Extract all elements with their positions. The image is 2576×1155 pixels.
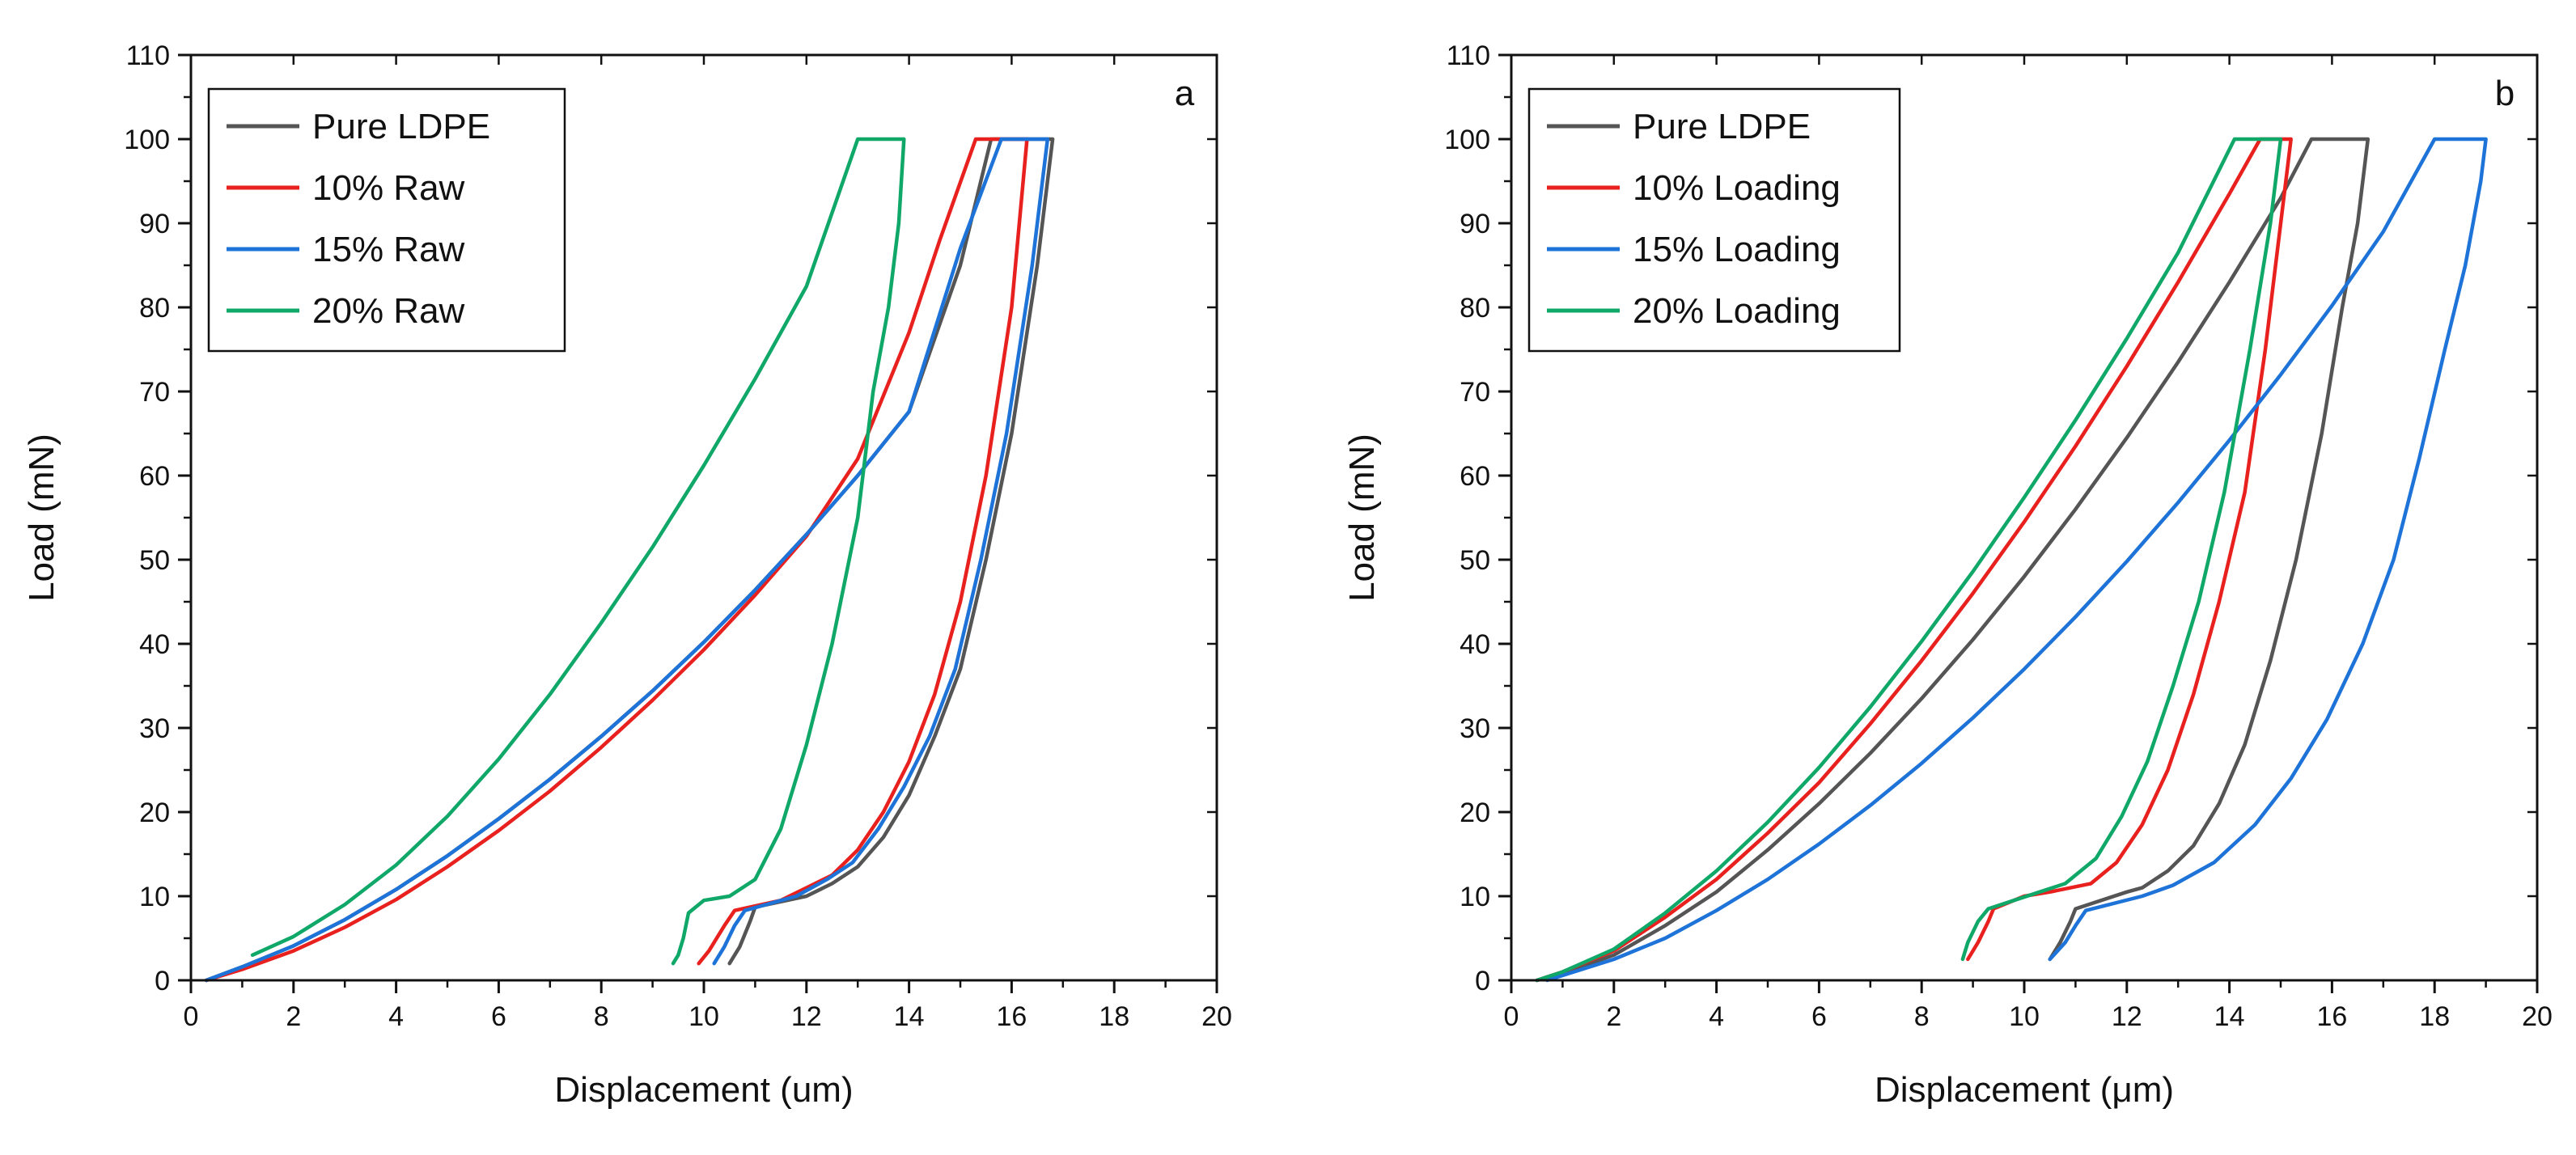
- panel-b-y-tick-label: 30: [1460, 713, 1490, 744]
- panel-a-y-tick-label: 10: [139, 882, 170, 912]
- panel-b-y-axis-title: Load (mN): [1342, 434, 1382, 602]
- panel-b-legend-box: [1527, 87, 1901, 353]
- panel-b-y-tick-label: 10: [1460, 882, 1490, 912]
- panel-a-y-tick-label: 90: [139, 209, 170, 239]
- panel-a-legend-box: [207, 87, 566, 353]
- panel-b-legend-label-3: 15% Loading: [1633, 230, 1841, 269]
- panel-b-series-line-4: [1535, 137, 2283, 983]
- panel-b-legend-label-1: Pure LDPE: [1633, 107, 1811, 146]
- panel-a-y-axis-title: Load (mN): [22, 434, 61, 602]
- panel-b-x-tick-label: 8: [1914, 1001, 1930, 1032]
- panel-a-legend-label-1: Pure LDPE: [312, 107, 490, 146]
- panel-b-x-tick-label: 20: [2522, 1001, 2553, 1032]
- panel-a-x-tick-label: 12: [791, 1001, 822, 1032]
- panel-b-y-tick-label: 90: [1460, 209, 1490, 239]
- panel-b-x-tick-label: 4: [1709, 1001, 1724, 1032]
- panel-b-x-axis-title: Displacement (μm): [1875, 1070, 2174, 1110]
- panel-a-y-tick-label: 50: [139, 545, 170, 576]
- panel-a-x-tick-label: 18: [1099, 1001, 1129, 1032]
- panel-a-panel-letter: a: [1175, 74, 1195, 113]
- panel-a-y-tick-label: 100: [124, 125, 170, 155]
- panel-a-x-axis-title: Displacement (um): [554, 1070, 853, 1110]
- panel-a-x-tick-label: 10: [688, 1001, 719, 1032]
- panel-b-legend-label-2: 10% Loading: [1633, 168, 1841, 208]
- panel-b-series-line-1: [1535, 137, 2371, 983]
- panel-a-y-tick-label: 60: [139, 461, 170, 492]
- panel-b-x-tick-label: 18: [2419, 1001, 2450, 1032]
- panel-a-y-tick-label: 20: [139, 798, 170, 828]
- panel-a-legend: Pure LDPE 10% Raw 15% Raw 20% Raw: [207, 87, 566, 353]
- panel-a-y-tick-label: 30: [139, 713, 170, 744]
- panel-a-x-tick-label: 2: [286, 1001, 301, 1032]
- panel-b-y-tick-label: 60: [1460, 461, 1490, 492]
- panel-b-series-line-3: [1545, 137, 2488, 983]
- panel-a-y-tick-label: 0: [155, 966, 170, 996]
- panel-a-series-line-2: [204, 137, 1029, 983]
- panel-a-legend-label-3: 15% Raw: [312, 230, 465, 269]
- panel-a-y-tick-label: 80: [139, 293, 170, 324]
- panel-a-x-tick-label: 14: [894, 1001, 925, 1032]
- panel-a-series-line-4: [250, 137, 906, 966]
- panel-a-x-tick-label: 6: [491, 1001, 506, 1032]
- panel-b-y-tick-label: 70: [1460, 377, 1490, 408]
- panel-b-y-tick-label: 20: [1460, 798, 1490, 828]
- panel-a-x-tick-label: 0: [184, 1001, 199, 1032]
- panel-a-y-tick-label: 110: [126, 40, 170, 71]
- panel-b-y-tick-label: 110: [1447, 40, 1490, 71]
- panel-a-series-line-3: [204, 137, 1050, 983]
- panel-b-y-tick-label: 50: [1460, 545, 1490, 576]
- panel-b-legend-label-4: 20% Loading: [1633, 291, 1841, 331]
- panel-b-y-tick-label: 80: [1460, 293, 1490, 324]
- panel-a-x-tick-label: 4: [388, 1001, 404, 1032]
- panel-b-x-tick-label: 2: [1606, 1001, 1621, 1032]
- panel-a-x-tick-label: 8: [594, 1001, 609, 1032]
- panel-b-legend: Pure LDPE 10% Loading 15% Loading 20% Loadi…: [1527, 87, 1901, 353]
- panel-a-y-tick-label: 70: [139, 377, 170, 408]
- panel-a-legend-label-2: 10% Raw: [312, 168, 465, 208]
- panel-b-y-tick-label: 0: [1475, 966, 1490, 996]
- panel-a-x-tick-label: 20: [1201, 1001, 1232, 1032]
- panel-b-x-tick-label: 6: [1811, 1001, 1827, 1032]
- panel-b-x-tick-label: 0: [1504, 1001, 1519, 1032]
- panel-b-x-tick-label: 14: [2214, 1001, 2245, 1032]
- panel-b-x-tick-label: 10: [2009, 1001, 2040, 1032]
- panel-a-x-tick-label: 16: [996, 1001, 1027, 1032]
- panel-a: 0 2 4 6 8 10 12 14 16 18 20 0 10 20 30 40 50 60 70 80 90 100 1…: [22, 40, 1232, 1110]
- panel-b: 0 2 4 6 8 10 12 14 16 18 20 0 10 20 30 40 50 60 70 80 90 100 1…: [1342, 40, 2553, 1110]
- panel-b-y-tick-label: 100: [1444, 125, 1490, 155]
- panel-a-y-tick-label: 40: [139, 629, 170, 660]
- panel-a-legend-label-4: 20% Raw: [312, 291, 465, 331]
- panel-b-y-tick-label: 40: [1460, 629, 1490, 660]
- panel-b-x-tick-label: 16: [2316, 1001, 2347, 1032]
- panel-b-panel-letter: b: [2495, 74, 2515, 113]
- panel-b-x-tick-label: 12: [2112, 1001, 2142, 1032]
